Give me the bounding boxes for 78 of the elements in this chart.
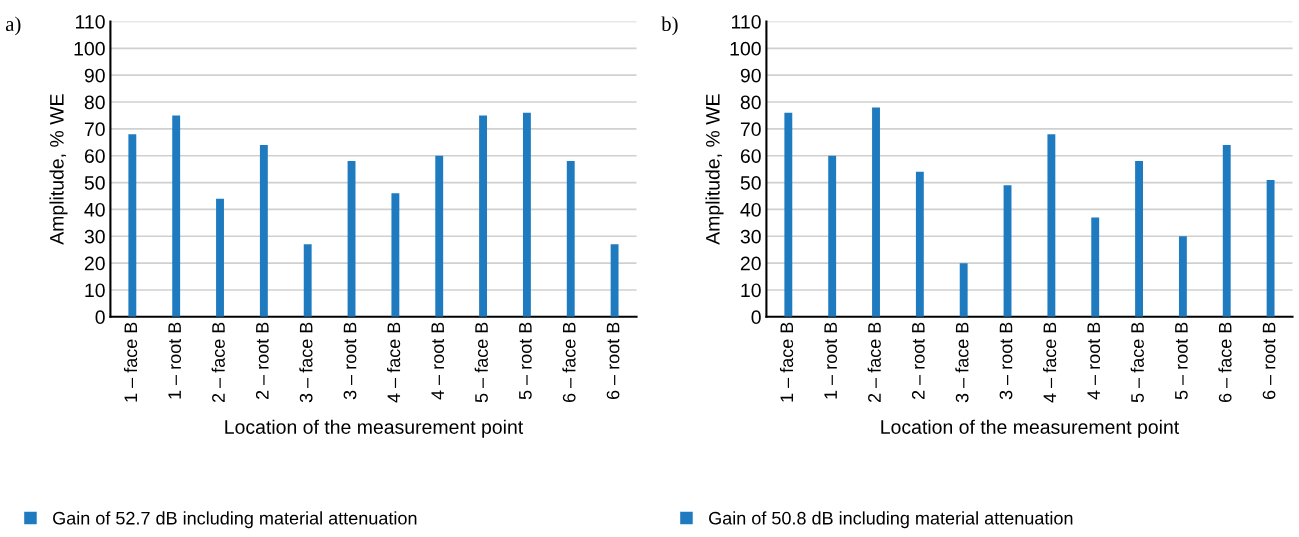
x-tick-label: 1 – root B	[824, 322, 838, 399]
y-tick-label: 90	[84, 68, 105, 83]
x-tick-label: 3 – face B	[299, 322, 313, 403]
y-tick-label: 10	[85, 283, 105, 298]
chart-title: a)	[5, 16, 21, 36]
x-tick-label: 1 – root B	[168, 322, 182, 399]
y-tick-label: 110	[732, 14, 761, 29]
bar	[1135, 161, 1144, 317]
x-tick-label: 2 – root B	[255, 322, 269, 400]
y-tick-label: 70	[740, 122, 761, 137]
bar	[522, 112, 531, 317]
x-tick-label: 2 – face B	[867, 322, 881, 403]
y-tick-label: 100	[74, 41, 105, 56]
y-tick-label: 40	[84, 202, 105, 217]
bar	[784, 112, 793, 317]
bar	[391, 193, 400, 317]
y-axis-title: Amplitude, % WE	[49, 94, 68, 245]
y-tick-label: 60	[84, 149, 105, 163]
bar	[566, 161, 575, 317]
x-tick-label: 1 – face B	[123, 322, 138, 402]
x-axis-title: Location of the measurement point	[881, 419, 1180, 438]
x-tick-label: 4 – root B	[431, 322, 445, 400]
bar	[1222, 144, 1231, 317]
x-tick-label: 5 – face B	[474, 322, 488, 403]
x-tick-label: 5 – root B	[1175, 322, 1188, 400]
x-tick-label: 6 – root B	[606, 322, 620, 400]
bar	[479, 115, 488, 317]
x-tick-label: 3 – root B	[999, 322, 1013, 400]
y-tick-label: 70	[84, 122, 105, 137]
legend-label: Gain of 52.7 dB including material attenuation	[53, 511, 417, 529]
bar	[303, 244, 312, 317]
y-tick-label: 60	[740, 149, 761, 163]
x-tick-label: 6 – face B	[562, 322, 576, 403]
y-tick-label: 0	[751, 310, 761, 325]
legend-label: Gain of 50.8 dB including material attenuation	[709, 511, 1073, 529]
bar	[1178, 236, 1187, 317]
bar	[1091, 217, 1100, 317]
y-tick-label: 20	[84, 256, 105, 271]
x-tick-label: 5 – root B	[519, 322, 532, 400]
bar	[915, 171, 924, 317]
y-tick-label: 80	[740, 95, 761, 110]
bar	[172, 115, 181, 317]
y-tick-label: 90	[740, 68, 761, 83]
x-tick-label: 4 – root B	[1087, 322, 1101, 400]
y-tick-label: 50	[84, 176, 105, 190]
y-tick-label: 50	[740, 176, 761, 190]
y-tick-label: 40	[740, 202, 761, 217]
y-axis-title: Amplitude, % WE	[705, 94, 724, 245]
bar	[872, 107, 880, 317]
bar	[959, 263, 968, 317]
y-tick-label: 0	[95, 310, 105, 325]
bar	[216, 198, 224, 317]
bar	[1266, 179, 1275, 317]
bar	[1047, 134, 1056, 317]
x-tick-label: 4 – face B	[1042, 322, 1057, 403]
y-tick-label: 100	[730, 41, 761, 56]
y-tick-label: 20	[740, 256, 761, 271]
y-tick-label: 10	[741, 283, 761, 298]
bar	[259, 144, 268, 317]
bar	[435, 155, 444, 317]
y-tick-label: 80	[84, 95, 105, 110]
bar	[828, 155, 837, 317]
x-tick-label: 1 – face B	[779, 322, 794, 402]
x-tick-label: 4 – face B	[386, 322, 401, 403]
y-tick-label: 30	[740, 229, 761, 244]
x-tick-label: 6 – root B	[1262, 322, 1276, 400]
x-axis-title: Location of the measurement point	[225, 419, 524, 438]
bar	[610, 244, 619, 317]
x-tick-label: 2 – root B	[911, 322, 925, 400]
x-tick-label: 3 – root B	[343, 322, 357, 400]
x-tick-label: 2 – face B	[211, 322, 225, 403]
y-tick-label: 30	[84, 229, 105, 244]
y-tick-label: 110	[76, 14, 105, 29]
x-tick-label: 6 – face B	[1218, 322, 1232, 403]
x-tick-label: 5 – face B	[1130, 322, 1144, 403]
x-tick-label: 3 – face B	[955, 322, 969, 403]
chart-title: b)	[661, 16, 678, 36]
bar	[128, 134, 137, 317]
